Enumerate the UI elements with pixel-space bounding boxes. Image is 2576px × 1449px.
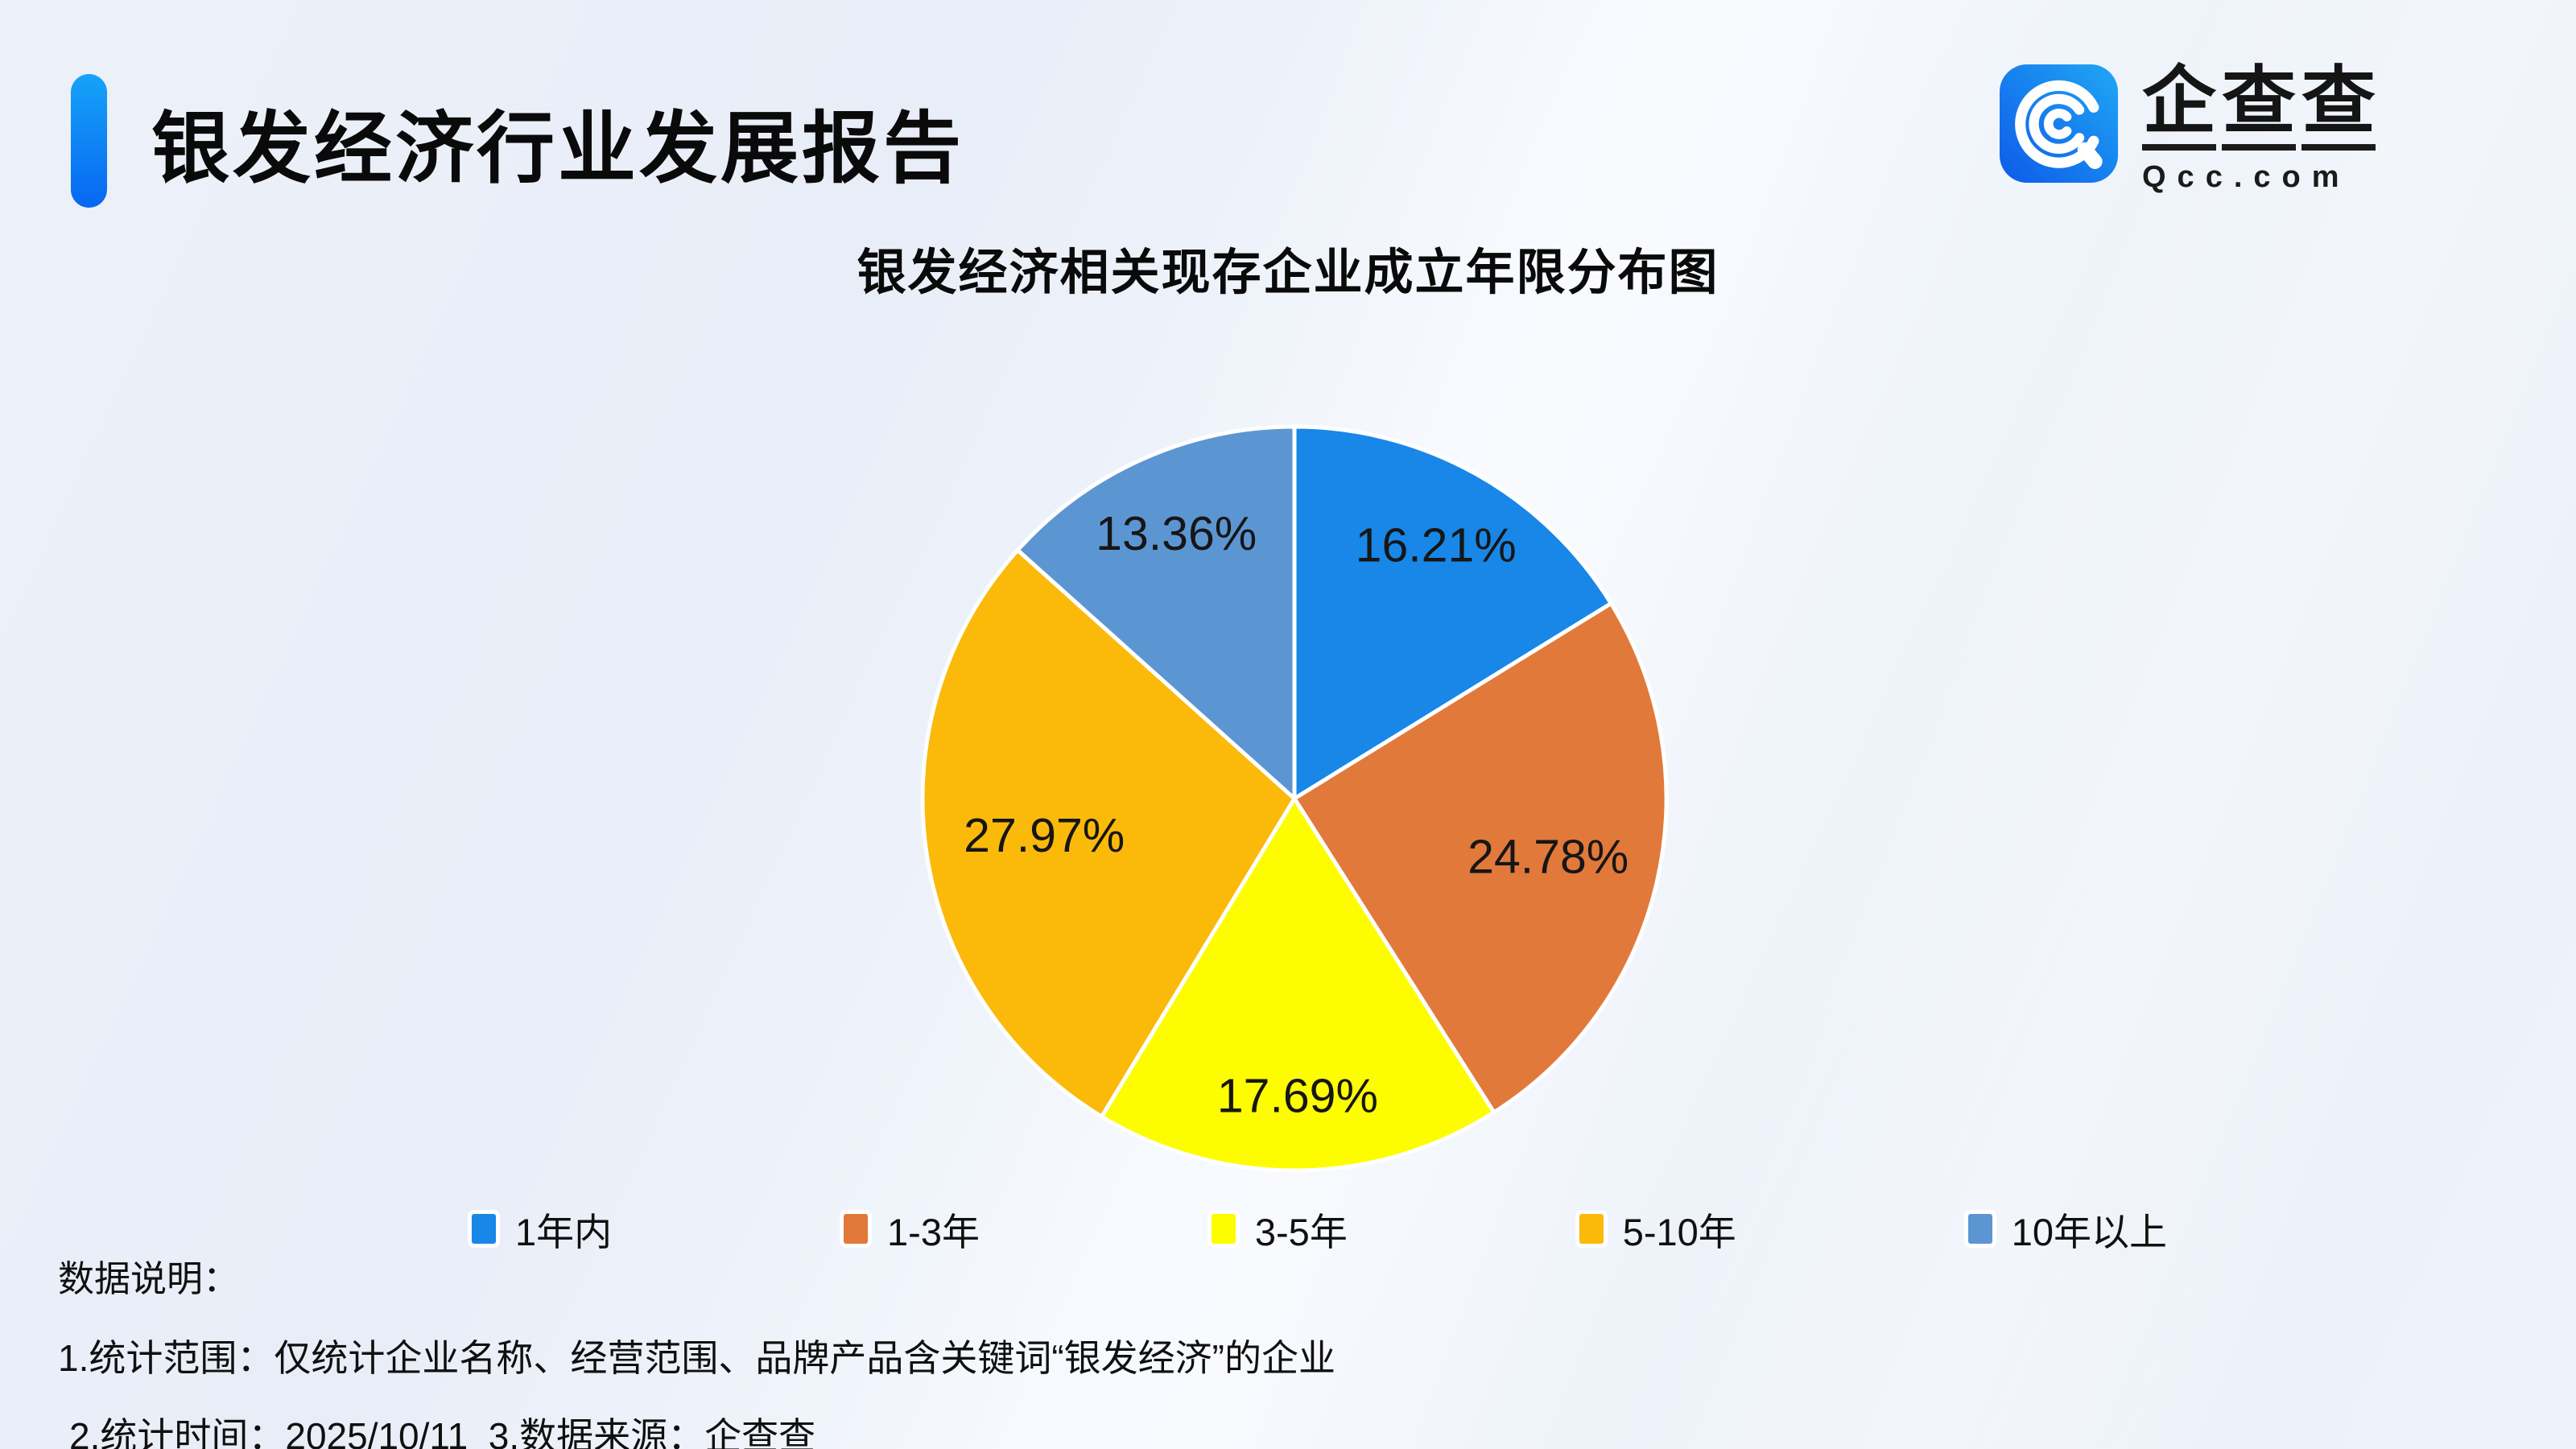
legend-label: 5-10年: [1622, 1211, 1736, 1253]
qcc-logo: 企查查 Qcc.com: [2000, 64, 2376, 195]
qcc-magnifier-icon: [2000, 64, 2118, 183]
legend-item-10年以上[interactable]: 10年以上: [1967, 1201, 2167, 1257]
legend-swatch: [1579, 1214, 1604, 1244]
pie-slice-1-3年[interactable]: [1292, 601, 1669, 1115]
legend-item-1-3年[interactable]: 1-3年: [844, 1201, 980, 1257]
qcc-logo-char: 企: [2142, 64, 2217, 151]
pie-slice-10年以上[interactable]: [1015, 424, 1297, 801]
legend-item-5-10年[interactable]: 5-10年: [1579, 1201, 1736, 1257]
legend-label: 1年内: [515, 1211, 613, 1253]
notes-heading: 数据说明：: [58, 1258, 240, 1299]
data-notes: 数据说明： 1.统计范围：仅统计企业名称、经营范围、品牌产品含关键词“银发经济”…: [58, 1249, 1335, 1449]
pie-slice-3-5年[interactable]: [1100, 796, 1496, 1173]
report-title: 银发经济行业发展报告: [151, 104, 964, 192]
chart-legend: 1年内 1-3年 3-5年 5-10年 10年以上: [472, 1201, 2167, 1257]
legend-swatch: [1211, 1214, 1236, 1244]
qcc-logo-char: 查: [2222, 64, 2297, 151]
pie-slice-1年内[interactable]: [1292, 424, 1613, 801]
legend-label: 10年以上: [2011, 1211, 2167, 1253]
legend-swatch: [472, 1214, 496, 1244]
pie-slice-5-10年[interactable]: [920, 547, 1297, 1119]
qcc-logo-domain: Qcc.com: [2142, 160, 2351, 194]
report-header: 银发经济行业发展报告: [71, 64, 964, 217]
chart-title: 银发经济相关现存企业成立年限分布图: [857, 245, 1719, 299]
legend-swatch: [1967, 1214, 1992, 1244]
qcc-logo-char: 查: [2301, 64, 2376, 151]
qcc-logo-text: 企查查 Qcc.com: [2142, 64, 2376, 195]
legend-item-3-5年[interactable]: 3-5年: [1211, 1201, 1348, 1257]
legend-label: 3-5年: [1254, 1211, 1348, 1253]
notes-line-1: 1.统计范围：仅统计企业名称、经营范围、品牌产品含关键词“银发经济”的企业: [58, 1337, 1335, 1379]
qcc-logo-name: 企查查: [2142, 64, 2376, 151]
title-accent-bar: [71, 74, 107, 208]
legend-swatch: [844, 1214, 869, 1244]
legend-item-1年内[interactable]: 1年内: [472, 1201, 612, 1257]
notes-line-2: 2.统计时间：2025/10/11 3.数据来源：企查查: [69, 1415, 816, 1449]
legend-label: 1-3年: [887, 1211, 980, 1253]
